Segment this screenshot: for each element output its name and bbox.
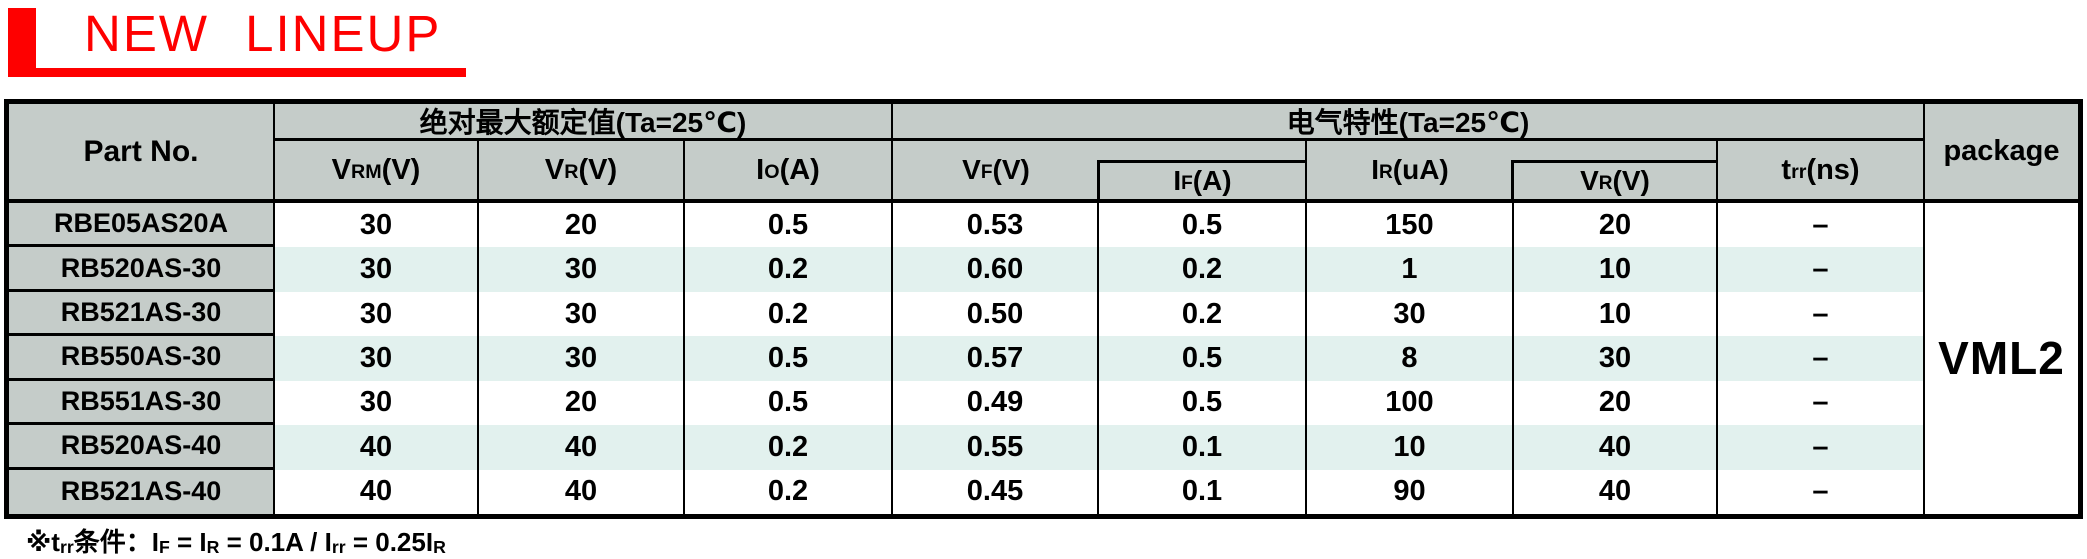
column-header-vrm: V RM (V) [273, 141, 477, 203]
cell-trr: – [1716, 247, 1923, 292]
page-title: NEW LINEUP [84, 5, 442, 62]
cell-vf: 0.55 [891, 425, 1097, 470]
cell-io: 0.2 [683, 469, 891, 514]
trr-condition-note: ※trr条件：IF = IR = 0.1A / Irr = 0.25IR [26, 527, 446, 558]
cell-vrm: 30 [273, 336, 477, 381]
cell-vr: 20 [477, 203, 683, 248]
column-header-trr: t rr (ns) [1716, 141, 1923, 203]
cell-vr: 40 [477, 425, 683, 470]
part-no-cell: RBE05AS20A [9, 203, 273, 248]
cell-ir: 10 [1305, 425, 1512, 470]
cell-vr: 30 [477, 291, 683, 337]
cell-trr: – [1716, 336, 1923, 381]
cell-vf: 0.60 [891, 247, 1097, 292]
cell-if: 0.2 [1097, 291, 1305, 337]
cell-vr-cond: 10 [1512, 247, 1716, 292]
cell-io: 0.2 [683, 247, 891, 292]
cell-vr: 30 [477, 336, 683, 381]
cell-trr: – [1716, 380, 1923, 426]
cell-io: 0.2 [683, 425, 891, 470]
cell-if: 0.5 [1097, 336, 1305, 381]
cell-vrm: 30 [273, 380, 477, 426]
cell-if: 0.1 [1097, 425, 1305, 470]
cell-vr-cond: 30 [1512, 336, 1716, 381]
cell-vr-cond: 40 [1512, 425, 1716, 470]
part-no-cell: RB520AS-40 [9, 425, 273, 470]
cell-trr: – [1716, 203, 1923, 248]
cell-vf: 0.49 [891, 380, 1097, 426]
cell-vr-cond: 20 [1512, 203, 1716, 248]
part-no-cell: RB520AS-30 [9, 247, 273, 292]
cell-ir: 30 [1305, 291, 1512, 337]
cell-vrm: 40 [273, 425, 477, 470]
cell-io: 0.5 [683, 380, 891, 426]
cell-vf: 0.57 [891, 336, 1097, 381]
column-header-package: package [1923, 104, 2078, 203]
group-header-electrical-characteristics: 电气特性(Ta=25℃) [891, 104, 1923, 141]
cell-if: 0.5 [1097, 203, 1305, 248]
cell-trr: – [1716, 469, 1923, 514]
cell-ir: 150 [1305, 203, 1512, 248]
cell-vf: 0.53 [891, 203, 1097, 248]
cell-vr: 20 [477, 380, 683, 426]
cell-ir: 100 [1305, 380, 1512, 426]
cell-trr: – [1716, 425, 1923, 470]
cell-if: 0.1 [1097, 469, 1305, 514]
cell-vr-cond: 10 [1512, 291, 1716, 337]
package-value: VML2 [1923, 203, 2078, 514]
cell-if: 0.5 [1097, 380, 1305, 426]
cell-vr-cond: 20 [1512, 380, 1716, 426]
part-no-cell: RB521AS-30 [9, 291, 273, 337]
cell-vf: 0.50 [891, 291, 1097, 337]
cell-vrm: 30 [273, 247, 477, 292]
title-underline [30, 68, 466, 77]
cell-ir: 90 [1305, 469, 1512, 514]
cell-io: 0.5 [683, 203, 891, 248]
cell-vr: 30 [477, 247, 683, 292]
part-no-cell: RB551AS-30 [9, 380, 273, 426]
cell-ir: 8 [1305, 336, 1512, 381]
cell-vf: 0.45 [891, 469, 1097, 514]
cell-if: 0.2 [1097, 247, 1305, 292]
cell-ir: 1 [1305, 247, 1512, 292]
cell-vrm: 30 [273, 291, 477, 337]
cell-vrm: 30 [273, 203, 477, 248]
lineup-table: Part No. 绝对最大额定值(Ta=25℃) 电气特性(Ta=25℃) pa… [4, 99, 2083, 519]
cell-vr-cond: 40 [1512, 469, 1716, 514]
title-accent-bar [8, 8, 36, 77]
group-header-absolute-maximum: 绝对最大额定值(Ta=25℃) [273, 104, 891, 141]
cell-io: 0.5 [683, 336, 891, 381]
cell-vrm: 40 [273, 469, 477, 514]
cell-io: 0.2 [683, 291, 891, 337]
cell-vr: 40 [477, 469, 683, 514]
cell-trr: – [1716, 291, 1923, 337]
column-header-part-no: Part No. [9, 104, 273, 203]
part-no-cell: RB550AS-30 [9, 336, 273, 381]
part-no-cell: RB521AS-40 [9, 469, 273, 514]
